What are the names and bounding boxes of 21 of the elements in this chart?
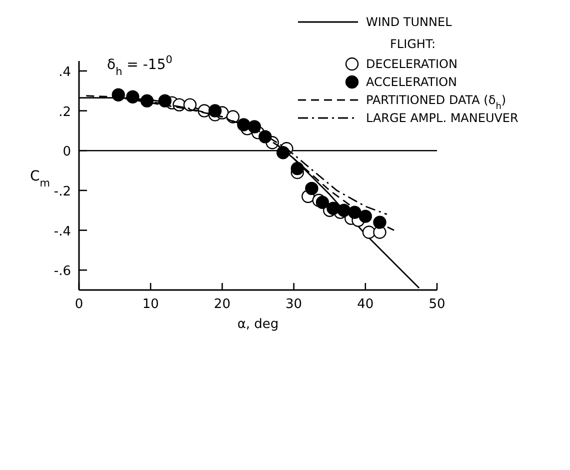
y-tick-label: -.2 [54,184,71,200]
x-tick-label: 0 [74,297,84,312]
y-tick-label: .2 [58,104,71,120]
x-tick-label: 50 [428,297,446,312]
x-tick-label: 40 [357,297,374,312]
legend-label: ACCELERATION [366,75,458,89]
x-tick-label: 30 [286,297,302,312]
legend-label: DECELERATION [366,57,458,71]
y-tick-label: 0 [62,144,71,160]
y-tick-label: .4 [58,64,71,80]
x-tick-label: 20 [214,297,230,312]
legend-label: PARTITIONED DATA (δ$_{h}$) [366,93,506,112]
y-tick-label: -.6 [54,264,71,280]
legend-label: WIND TUNNEL [366,15,452,29]
x-tick-label: 10 [142,297,159,312]
legend-label: LARGE AMPL. MANEUVER [366,111,518,125]
y-tick-label: -.4 [54,224,71,240]
annotation: δ$_{h}$ = -15$^{0}$ [107,54,172,78]
y-axis-title: C$_{m}$ [30,168,50,190]
legend-title: FLIGHT: [390,37,436,51]
x-axis-title: α, deg [237,317,279,332]
